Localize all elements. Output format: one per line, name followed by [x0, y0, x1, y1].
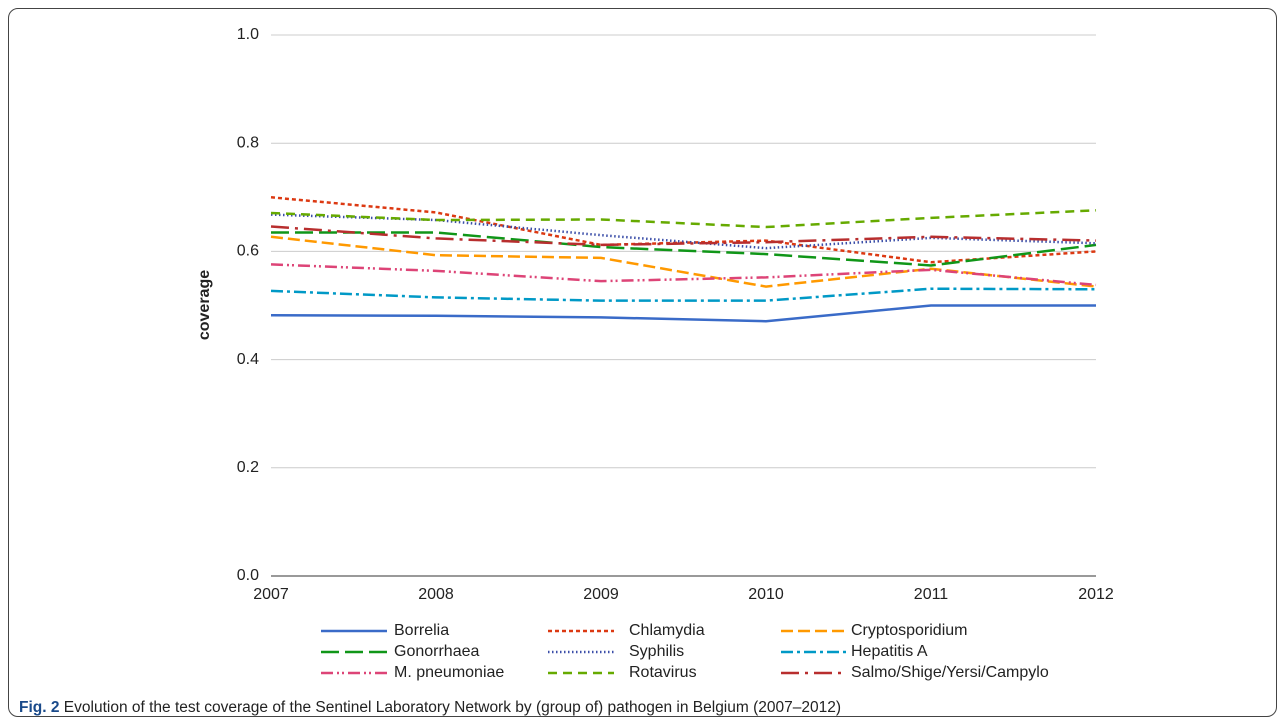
legend-label: M. pneumoniae [394, 664, 504, 681]
series-line [270, 209, 1097, 229]
y-tick-label: 0.0 [237, 567, 259, 584]
y-tick-label: 1.0 [237, 26, 259, 43]
legend-label: Hepatitis A [851, 643, 928, 660]
legend-label: Gonorrhaea [394, 643, 479, 660]
series-line [270, 304, 1096, 323]
legend-label: Borrelia [394, 622, 449, 639]
y-axis-label: coverage [196, 270, 213, 340]
series-line [271, 231, 1097, 267]
x-tick-label: 2012 [1078, 586, 1114, 603]
x-tick-label: 2009 [583, 586, 619, 603]
y-tick-label: 0.2 [237, 459, 259, 476]
x-tick-label: 2007 [253, 586, 289, 603]
y-tick-label: 0.6 [237, 243, 259, 260]
caption-text: Evolution of the test coverage of the Se… [63, 699, 841, 716]
x-tick-label: 2010 [748, 586, 784, 603]
legend-label: Chlamydia [629, 622, 705, 639]
figure-frame: coverage 0.0 0.2 0.4 0.6 0.8 1.0 2007 2008 2009 2… [8, 8, 1277, 717]
y-tick-label: 0.4 [237, 351, 259, 368]
chart: coverage 0.0 0.2 0.4 0.6 0.8 1.0 2007 2008 2009 2… [196, 26, 1114, 681]
series-line [270, 225, 1097, 247]
legend-label: Salmo/Shige/Yersi/Campylo [851, 664, 1049, 681]
y-tick-label: 0.8 [237, 134, 259, 151]
series-line [270, 235, 1097, 288]
series-line [270, 287, 1097, 302]
series-line [270, 263, 1097, 287]
x-tick-label: 2011 [914, 586, 949, 603]
x-tick-label: 2008 [418, 586, 454, 603]
series-line [270, 196, 1097, 264]
legend-label: Syphilis [629, 643, 684, 660]
caption-label: Fig. 2 [19, 699, 60, 716]
legend-label: Cryptosporidium [851, 622, 967, 639]
series-line [270, 213, 1097, 250]
legend-label: Rotavirus [629, 664, 697, 681]
caption: Fig. 2 Evolution of the test coverage of… [19, 699, 841, 716]
